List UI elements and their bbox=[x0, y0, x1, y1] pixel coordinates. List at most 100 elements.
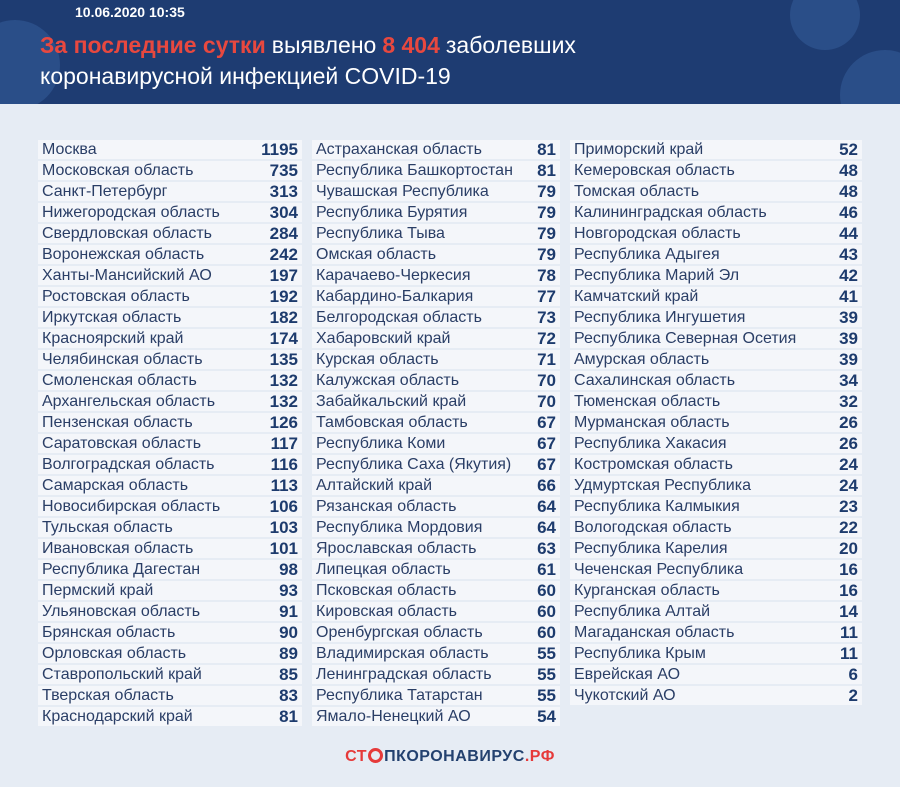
region-name: Костромская область bbox=[574, 456, 733, 473]
region-name: Сахалинская область bbox=[574, 372, 736, 389]
case-count: 135 bbox=[269, 350, 298, 369]
case-count: 70 bbox=[537, 371, 556, 390]
region-name: Самарская область bbox=[42, 477, 189, 494]
decoration bbox=[840, 50, 900, 104]
case-count: 60 bbox=[537, 581, 556, 600]
table-row: Курганская область 16 bbox=[570, 581, 862, 600]
region-name: Республика Адыгея bbox=[574, 246, 720, 263]
region-name: Оренбургская область bbox=[316, 624, 483, 641]
region-name: Удмуртская Республика bbox=[574, 477, 751, 494]
case-count: 71 bbox=[537, 350, 556, 369]
table-row: Саратовская область 117 bbox=[38, 434, 302, 453]
table-row: Нижегородская область 304 bbox=[38, 203, 302, 222]
table-row: Свердловская область 284 bbox=[38, 224, 302, 243]
region-name: Ленинградская область bbox=[316, 666, 492, 683]
case-count: 39 bbox=[839, 329, 858, 348]
logo-text: ПКОРОНАВИРУС bbox=[384, 748, 525, 765]
table-row: Еврейская АО 6 bbox=[570, 665, 862, 684]
header: 10.06.2020 10:35 За последние сутки выявл… bbox=[0, 0, 900, 104]
case-count: 39 bbox=[839, 350, 858, 369]
case-count: 106 bbox=[269, 497, 298, 516]
table-row: Республика Северная Осетия 39 bbox=[570, 329, 862, 348]
table-row: Приморский край 52 bbox=[570, 140, 862, 159]
region-name: Красноярский край bbox=[42, 330, 184, 347]
table-row: Карачаево-Черкесия 78 bbox=[312, 266, 560, 285]
table-row: Республика Саха (Якутия) 67 bbox=[312, 455, 560, 474]
case-count: 113 bbox=[270, 476, 298, 495]
case-count: 48 bbox=[839, 182, 858, 201]
region-name: Липецкая область bbox=[316, 561, 451, 578]
region-name: Архангельская область bbox=[42, 393, 216, 410]
region-name: Кировская область bbox=[316, 603, 457, 620]
region-name: Пензенская область bbox=[42, 414, 193, 431]
table-row: Иркутская область 182 bbox=[38, 308, 302, 327]
table-row: Алтайский край 66 bbox=[312, 476, 560, 495]
table-row: Республика Адыгея 43 bbox=[570, 245, 862, 264]
title-text: выявлено bbox=[271, 32, 377, 58]
case-count: 23 bbox=[839, 497, 858, 516]
region-name: Томская область bbox=[574, 183, 700, 200]
case-count: 304 bbox=[269, 203, 298, 222]
title-line: коронавирусной инфекцией COVID-19 bbox=[40, 61, 582, 92]
table-row: Республика Ингушетия 39 bbox=[570, 308, 862, 327]
table-row: Вологодская область 22 bbox=[570, 518, 862, 537]
region-name: Мурманская область bbox=[574, 414, 730, 431]
region-name: Ямало-Ненецкий АО bbox=[316, 708, 471, 725]
case-count: 22 bbox=[839, 518, 858, 537]
table-row: Кемеровская область 48 bbox=[570, 161, 862, 180]
case-count: 313 bbox=[269, 182, 298, 201]
table-row: Республика Коми 67 bbox=[312, 434, 560, 453]
region-name: Орловская область bbox=[42, 645, 187, 662]
case-count: 174 bbox=[269, 329, 298, 348]
table-row: Белгородская область 73 bbox=[312, 308, 560, 327]
region-name: Тамбовская область bbox=[316, 414, 468, 431]
table-row: Калининградская область 46 bbox=[570, 203, 862, 222]
region-name: Владимирская область bbox=[316, 645, 489, 662]
region-name: Республика Саха (Якутия) bbox=[316, 456, 512, 473]
table-row: Астраханская область 81 bbox=[312, 140, 560, 159]
region-name: Республика Калмыкия bbox=[574, 498, 740, 515]
region-name: Республика Башкортостан bbox=[316, 162, 513, 179]
table-row: Ярославская область 63 bbox=[312, 539, 560, 558]
region-name: Республика Хакасия bbox=[574, 435, 727, 452]
table-row: Красноярский край 174 bbox=[38, 329, 302, 348]
table-row: Мурманская область 26 bbox=[570, 413, 862, 432]
case-count: 42 bbox=[839, 266, 858, 285]
table-row: Кабардино-Балкария 77 bbox=[312, 287, 560, 306]
table-row: Оренбургская область 60 bbox=[312, 623, 560, 642]
case-count: 60 bbox=[537, 602, 556, 621]
table-row: Ивановская область 101 bbox=[38, 539, 302, 558]
case-count: 81 bbox=[537, 140, 556, 159]
table-row: Брянская область 90 bbox=[38, 623, 302, 642]
region-name: Чеченская Республика bbox=[574, 561, 744, 578]
region-name: Воронежская область bbox=[42, 246, 205, 263]
case-count: 6 bbox=[848, 665, 858, 684]
title-text: 8 404 bbox=[382, 32, 440, 58]
case-count: 182 bbox=[269, 308, 298, 327]
region-name: Приморский край bbox=[574, 141, 704, 158]
table-row: Воронежская область 242 bbox=[38, 245, 302, 264]
case-count: 48 bbox=[839, 161, 858, 180]
table-row: Калужская область 70 bbox=[312, 371, 560, 390]
region-name: Республика Мордовия bbox=[316, 519, 483, 536]
region-name: Белгородская область bbox=[316, 309, 482, 326]
case-count: 93 bbox=[279, 581, 298, 600]
region-name: Республика Крым bbox=[574, 645, 706, 662]
region-name: Псковская область bbox=[316, 582, 457, 599]
table-row: Самарская область 113 bbox=[38, 476, 302, 495]
case-count: 735 bbox=[269, 161, 298, 180]
table-row: Омская область 79 bbox=[312, 245, 560, 264]
region-name: Волгоградская область bbox=[42, 456, 215, 473]
region-name: Республика Дагестан bbox=[42, 561, 201, 578]
region-name: Ростовская область bbox=[42, 288, 190, 305]
table-row: Архангельская область 132 bbox=[38, 392, 302, 411]
case-count: 11 bbox=[840, 644, 858, 663]
title-text: За последние сутки bbox=[40, 32, 266, 58]
region-name: Камчатский край bbox=[574, 288, 699, 305]
table-row: Ленинградская область 55 bbox=[312, 665, 560, 684]
region-name: Новгородская область bbox=[574, 225, 741, 242]
region-name: Калужская область bbox=[316, 372, 460, 389]
table-row: Республика Карелия 20 bbox=[570, 539, 862, 558]
table-row: Тамбовская область 67 bbox=[312, 413, 560, 432]
region-name: Алтайский край bbox=[316, 477, 433, 494]
